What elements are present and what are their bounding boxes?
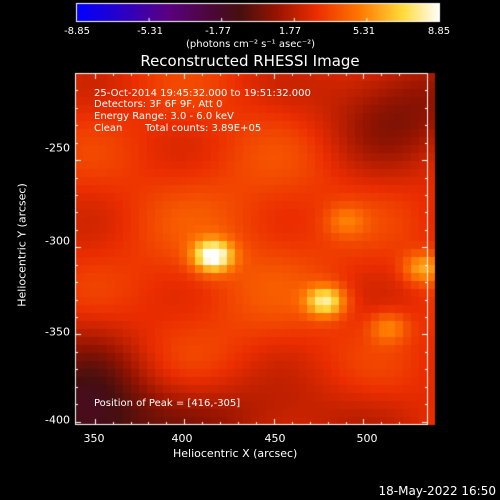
y-tick-label: -250 [45,141,70,155]
y-tick-label: -350 [45,325,70,339]
x-tick-label: 350 [83,432,105,445]
x-axis-label: Heliocentric X (arcsec) [173,447,298,460]
y-tick-label: -400 [45,413,70,427]
y-tick-label: -300 [45,234,70,248]
x-tick-label: 400 [171,432,193,445]
colorbar-tick-label: -8.85 [64,26,90,37]
colorbar-tick-label: 8.85 [427,26,451,37]
peak-position-label: Position of Peak = [416,-305] [94,398,241,409]
info-energy-range: Energy Range: 3.0 - 6.0 keV [94,111,234,122]
info-detectors: Detectors: 3F 6F 9F, Att 0 [94,99,223,110]
x-tick-label: 500 [356,432,378,445]
chart-title: Reconstructed RHESSI Image [140,52,360,70]
date-stamp: 18-May-2022 16:50 [378,484,496,498]
colorbar-tick-label: 1.77 [278,26,302,37]
y-axis-label: Heliocentric Y (arcsec) [15,183,29,307]
colorbar-tick-label: -1.77 [205,26,231,37]
x-tick-label: 450 [264,432,286,445]
info-time-range: 25-Oct-2014 19:45:32.000 to 19:51:32.000 [94,88,311,99]
info-method: Clean [94,123,123,134]
info-total-counts: Total counts: 3.89E+05 [145,123,262,134]
colorbar-tick-label: 5.31 [352,26,376,37]
colorbar-tick-label: -5.31 [137,26,163,37]
colorbar-unit-label: (photons cm⁻² s⁻¹ asec⁻²) [186,39,316,50]
